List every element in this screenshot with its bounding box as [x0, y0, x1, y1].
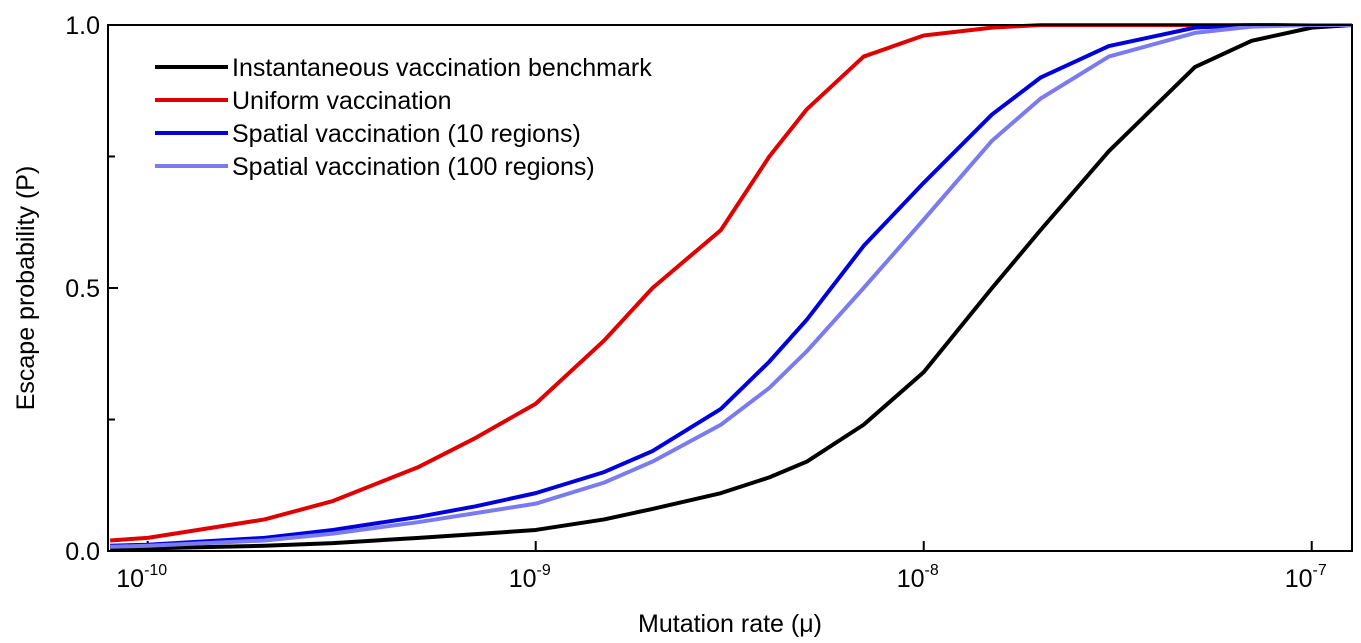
legend-label: Instantaneous vaccination benchmark: [232, 54, 652, 82]
y-tick-label: 1.0: [65, 12, 100, 40]
legend-label: Uniform vaccination: [232, 87, 452, 115]
y-axis-label: Escape probability (P): [12, 166, 40, 411]
x-tick-base: 10: [1285, 565, 1313, 593]
y-tick-label: 0.5: [65, 275, 100, 303]
x-tick-exponent: -10: [144, 562, 167, 579]
plot-frame: [107, 24, 1353, 552]
legend-label: Spatial vaccination (10 regions): [232, 120, 581, 148]
x-tick-base: 10: [116, 565, 144, 593]
x-tick-exponent: -9: [537, 562, 551, 579]
series-line: [110, 23, 1352, 549]
legend-label: Spatial vaccination (100 regions): [232, 153, 595, 181]
x-tick-base: 10: [509, 565, 537, 593]
series-line: [110, 23, 1353, 552]
x-tick-label: 10-7: [1285, 562, 1327, 593]
x-tick-exponent: -8: [925, 562, 939, 579]
x-tick-label: 10-9: [509, 562, 551, 593]
x-tick-base: 10: [897, 565, 925, 593]
series-line: [110, 23, 1352, 548]
x-tick-label: 10-10: [116, 562, 167, 593]
x-tick-label: 10-8: [897, 562, 939, 593]
x-axis-label: Mutation rate (μ): [638, 610, 822, 638]
x-tick-exponent: -7: [1313, 562, 1327, 579]
y-tick-label: 0.0: [65, 538, 100, 566]
